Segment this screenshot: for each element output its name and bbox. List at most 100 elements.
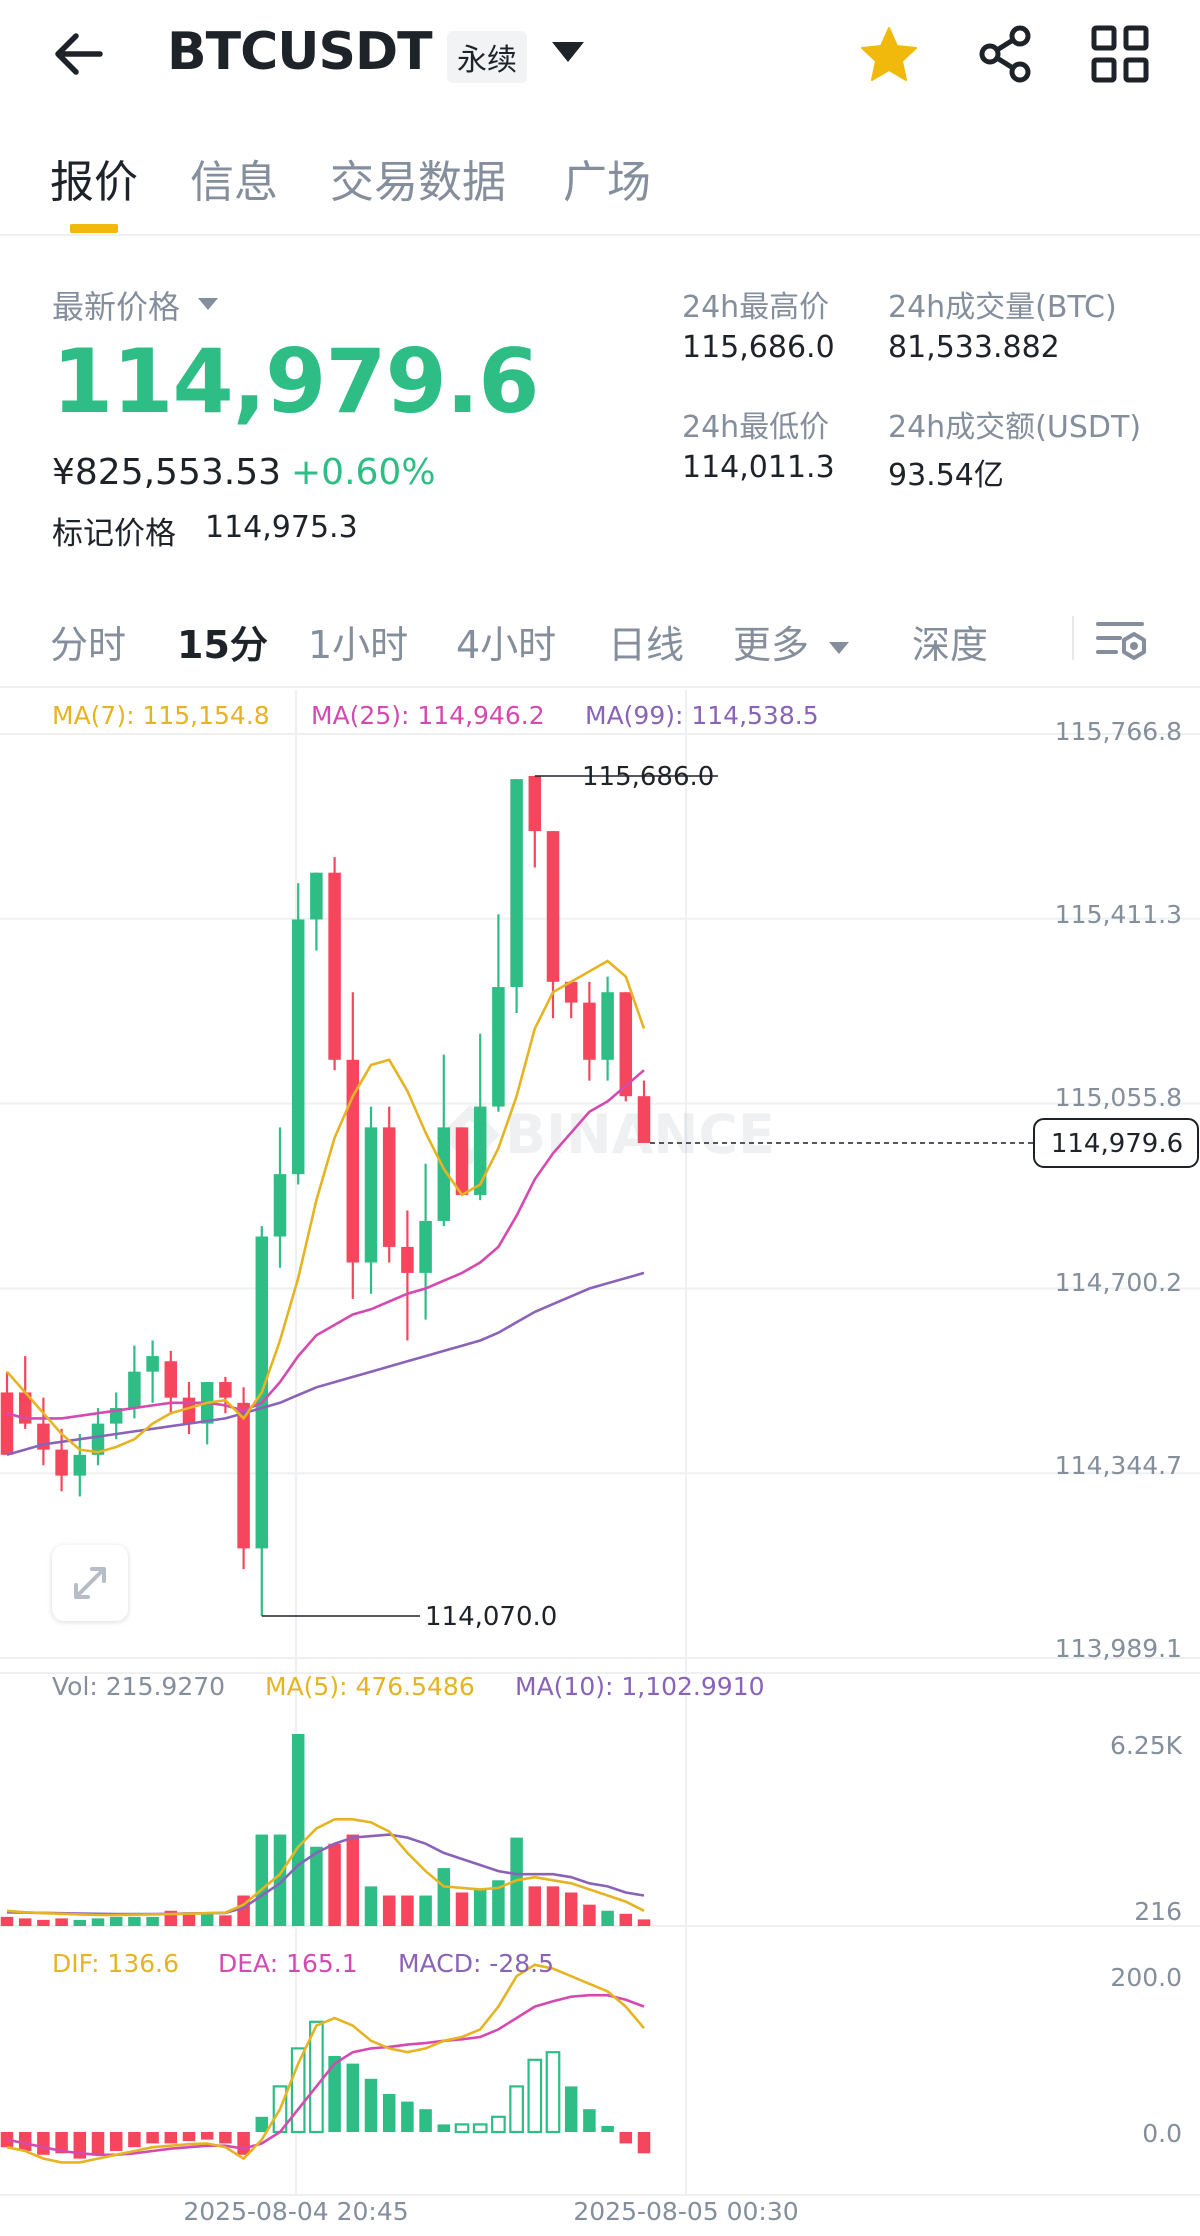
tab-trading-data[interactable]: 交易数据 <box>330 157 506 208</box>
top-bar: BTCUSDT 永续 <box>0 0 1200 110</box>
macd-histogram-bar <box>472 2123 488 2134</box>
candle-body <box>437 1127 451 1221</box>
candle <box>492 914 505 1112</box>
candle-body <box>583 1002 596 1060</box>
interval-tab-1h[interactable]: 1小时 <box>308 623 409 667</box>
interval-tab-4h[interactable]: 4小时 <box>456 623 557 667</box>
macd-histogram-bar <box>182 2132 196 2142</box>
tab-square[interactable]: 广场 <box>563 157 651 208</box>
volume-bar <box>455 1892 469 1926</box>
y-tick-label: 115,766.8 <box>1055 717 1182 746</box>
interval-tab-15m[interactable]: 15分 <box>177 623 268 667</box>
candle-body <box>401 1246 414 1273</box>
volume-bar <box>73 1919 87 1926</box>
chart-settings-button[interactable] <box>1092 612 1152 668</box>
volume-bar <box>528 1886 542 1926</box>
volume-bar <box>382 1895 396 1926</box>
macd-histogram-bar <box>637 2132 651 2154</box>
volume-bar <box>37 1919 50 1926</box>
interval-tab-more[interactable]: 更多 <box>733 614 851 669</box>
low-price-marker: 114,070.0 <box>261 1602 557 1632</box>
macd-histogram-bar <box>309 2020 324 2134</box>
chart-grid <box>0 690 1200 2196</box>
volume-bar <box>637 1919 651 1926</box>
vol-y-tick: 6.25K <box>1110 1731 1183 1760</box>
candle <box>528 775 542 868</box>
volume-bar <box>273 1834 287 1926</box>
kline-chart[interactable]: BINANCE MA(7): 115,154.8 MA(25): 114,946… <box>0 690 1200 2236</box>
ma99-line <box>6 1271 645 1457</box>
ma25-line <box>6 1069 645 1420</box>
caret-down-icon <box>829 641 850 654</box>
tab-quote[interactable]: 报价 <box>50 157 138 208</box>
symbol-title[interactable]: BTCUSDT <box>167 22 433 82</box>
macd-histogram-bar <box>437 2124 451 2132</box>
symbol-dropdown-button[interactable] <box>548 38 588 68</box>
candle-body <box>310 872 323 920</box>
svg-text:115,686.0: 115,686.0 <box>582 762 714 792</box>
active-tab-indicator <box>70 224 118 233</box>
vol-btc-label: 24h成交量(BTC) <box>888 290 1117 325</box>
volume-bar <box>310 1846 323 1926</box>
divider <box>1072 616 1074 660</box>
candle <box>146 1340 159 1403</box>
macd-histogram-bar <box>619 2132 633 2144</box>
macd-histogram-bar <box>55 2132 68 2154</box>
mark-price: 114,975.3 <box>205 510 358 545</box>
favorite-button[interactable] <box>858 24 920 86</box>
volume-bar <box>346 1834 360 1926</box>
macd-histogram-bar <box>419 2109 432 2132</box>
binance-watermark: BINANCE <box>440 1103 775 1166</box>
macd-histogram-bar <box>382 2094 396 2132</box>
candle <box>455 1127 469 1195</box>
volume-bar <box>219 1915 232 1926</box>
volume-bar <box>419 1895 432 1926</box>
interval-tab-timeline[interactable]: 分时 <box>50 623 127 667</box>
dea-legend: DEA: 165.1 <box>218 1949 358 1978</box>
volume-bar <box>0 1916 14 1926</box>
last-price-label[interactable]: 最新价格 <box>52 288 181 326</box>
candle <box>364 1106 378 1294</box>
caret-down-icon[interactable] <box>196 296 220 312</box>
vol-usdt-label: 24h成交额(USDT) <box>888 410 1142 445</box>
volume-bar <box>200 1912 214 1926</box>
ma25-legend: MA(25): 114,946.2 <box>311 701 545 730</box>
share-button[interactable] <box>976 24 1036 84</box>
tab-info[interactable]: 信息 <box>190 157 278 208</box>
candle-body <box>419 1220 432 1273</box>
y-tick-label: 115,055.8 <box>1055 1083 1182 1112</box>
macd-histogram-bar <box>454 2123 470 2134</box>
interval-tab-bar: 分时 15分 1小时 4小时 日线 更多 深度 <box>0 600 1200 688</box>
dif-line <box>6 1963 645 2164</box>
candle-body <box>382 1127 396 1247</box>
volume-bar <box>437 1868 451 1926</box>
candle-body <box>0 1392 14 1455</box>
candle-body <box>546 831 560 982</box>
candle-body <box>237 1402 250 1549</box>
candle-body <box>637 1096 651 1143</box>
low-24h-value: 114,011.3 <box>682 450 835 485</box>
back-button[interactable] <box>48 24 118 84</box>
vol-legend: Vol: 215.9270 <box>52 1672 225 1701</box>
interval-tab-1d[interactable]: 日线 <box>608 623 685 667</box>
candle <box>200 1382 214 1445</box>
more-menu-button[interactable] <box>1090 24 1150 84</box>
interval-tab-depth[interactable]: 深度 <box>912 623 989 667</box>
y-tick-label: 114,344.7 <box>1055 1451 1182 1480</box>
candle-body <box>291 919 305 1175</box>
candle <box>401 1210 414 1341</box>
high-24h-value: 115,686.0 <box>682 330 835 365</box>
volume-bar <box>601 1910 614 1926</box>
candle <box>510 779 523 1014</box>
volume-bar <box>401 1895 414 1926</box>
vol-btc-value: 81,533.882 <box>888 330 1060 365</box>
price-change: +0.60% <box>291 452 436 493</box>
current-price-tag: 114,979.6 <box>650 1117 1199 1168</box>
candle <box>419 1163 432 1320</box>
volume-bar <box>328 1843 341 1926</box>
candle <box>328 857 341 1071</box>
fullscreen-button[interactable] <box>52 1545 128 1621</box>
candle <box>601 976 614 1081</box>
macd-histogram-bar <box>491 2115 506 2134</box>
macd-histogram-bar <box>109 2132 123 2151</box>
